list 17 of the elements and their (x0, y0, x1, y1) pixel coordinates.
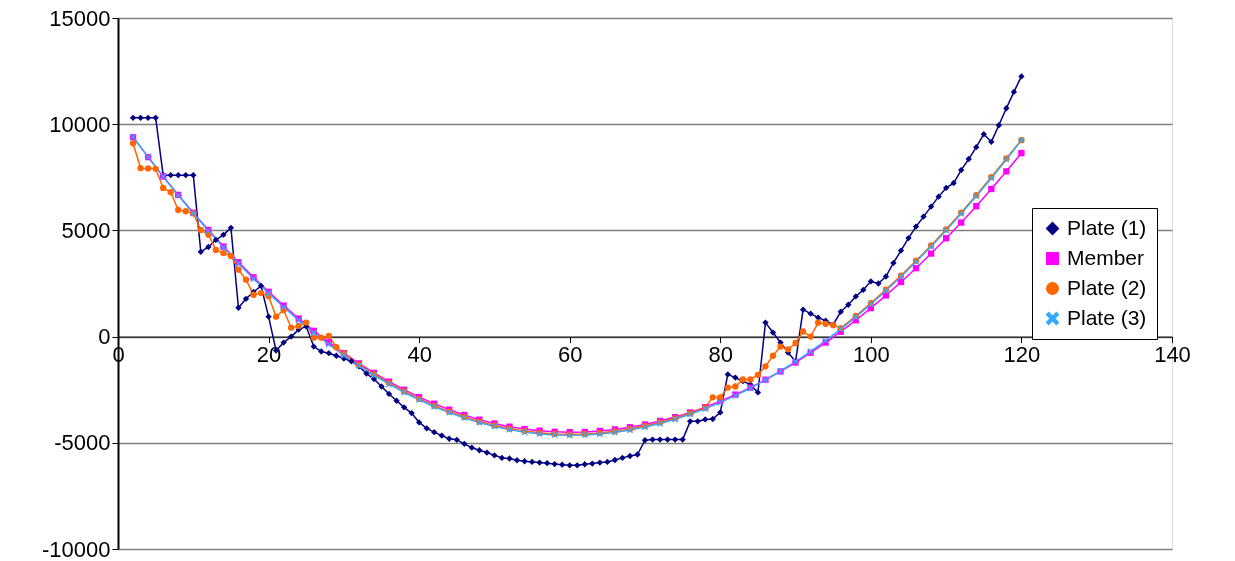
y-tick-label: -10000 (41, 536, 111, 561)
legend-label: Plate (1) (1067, 215, 1147, 239)
legend-label: Plate (2) (1067, 275, 1147, 299)
y-tick-label: 15000 (49, 5, 111, 31)
x-tick-label: 100 (853, 342, 890, 368)
y-tick-label: 5000 (61, 217, 111, 243)
legend-label: Plate (3) (1067, 305, 1147, 329)
x-tick-label: 40 (407, 342, 432, 368)
x-tick-label: 140 (1154, 342, 1191, 368)
x-tick-label: 120 (1003, 342, 1041, 368)
x-tick-label: 80 (708, 342, 734, 368)
y-tick-label: 10000 (49, 111, 111, 137)
y-tick-label: 0 (98, 324, 111, 350)
x-tick-label: 20 (256, 342, 282, 368)
x-tick-label: 60 (557, 342, 583, 368)
legend-label: Member (1067, 245, 1145, 269)
y-tick-label: -5000 (54, 430, 111, 456)
